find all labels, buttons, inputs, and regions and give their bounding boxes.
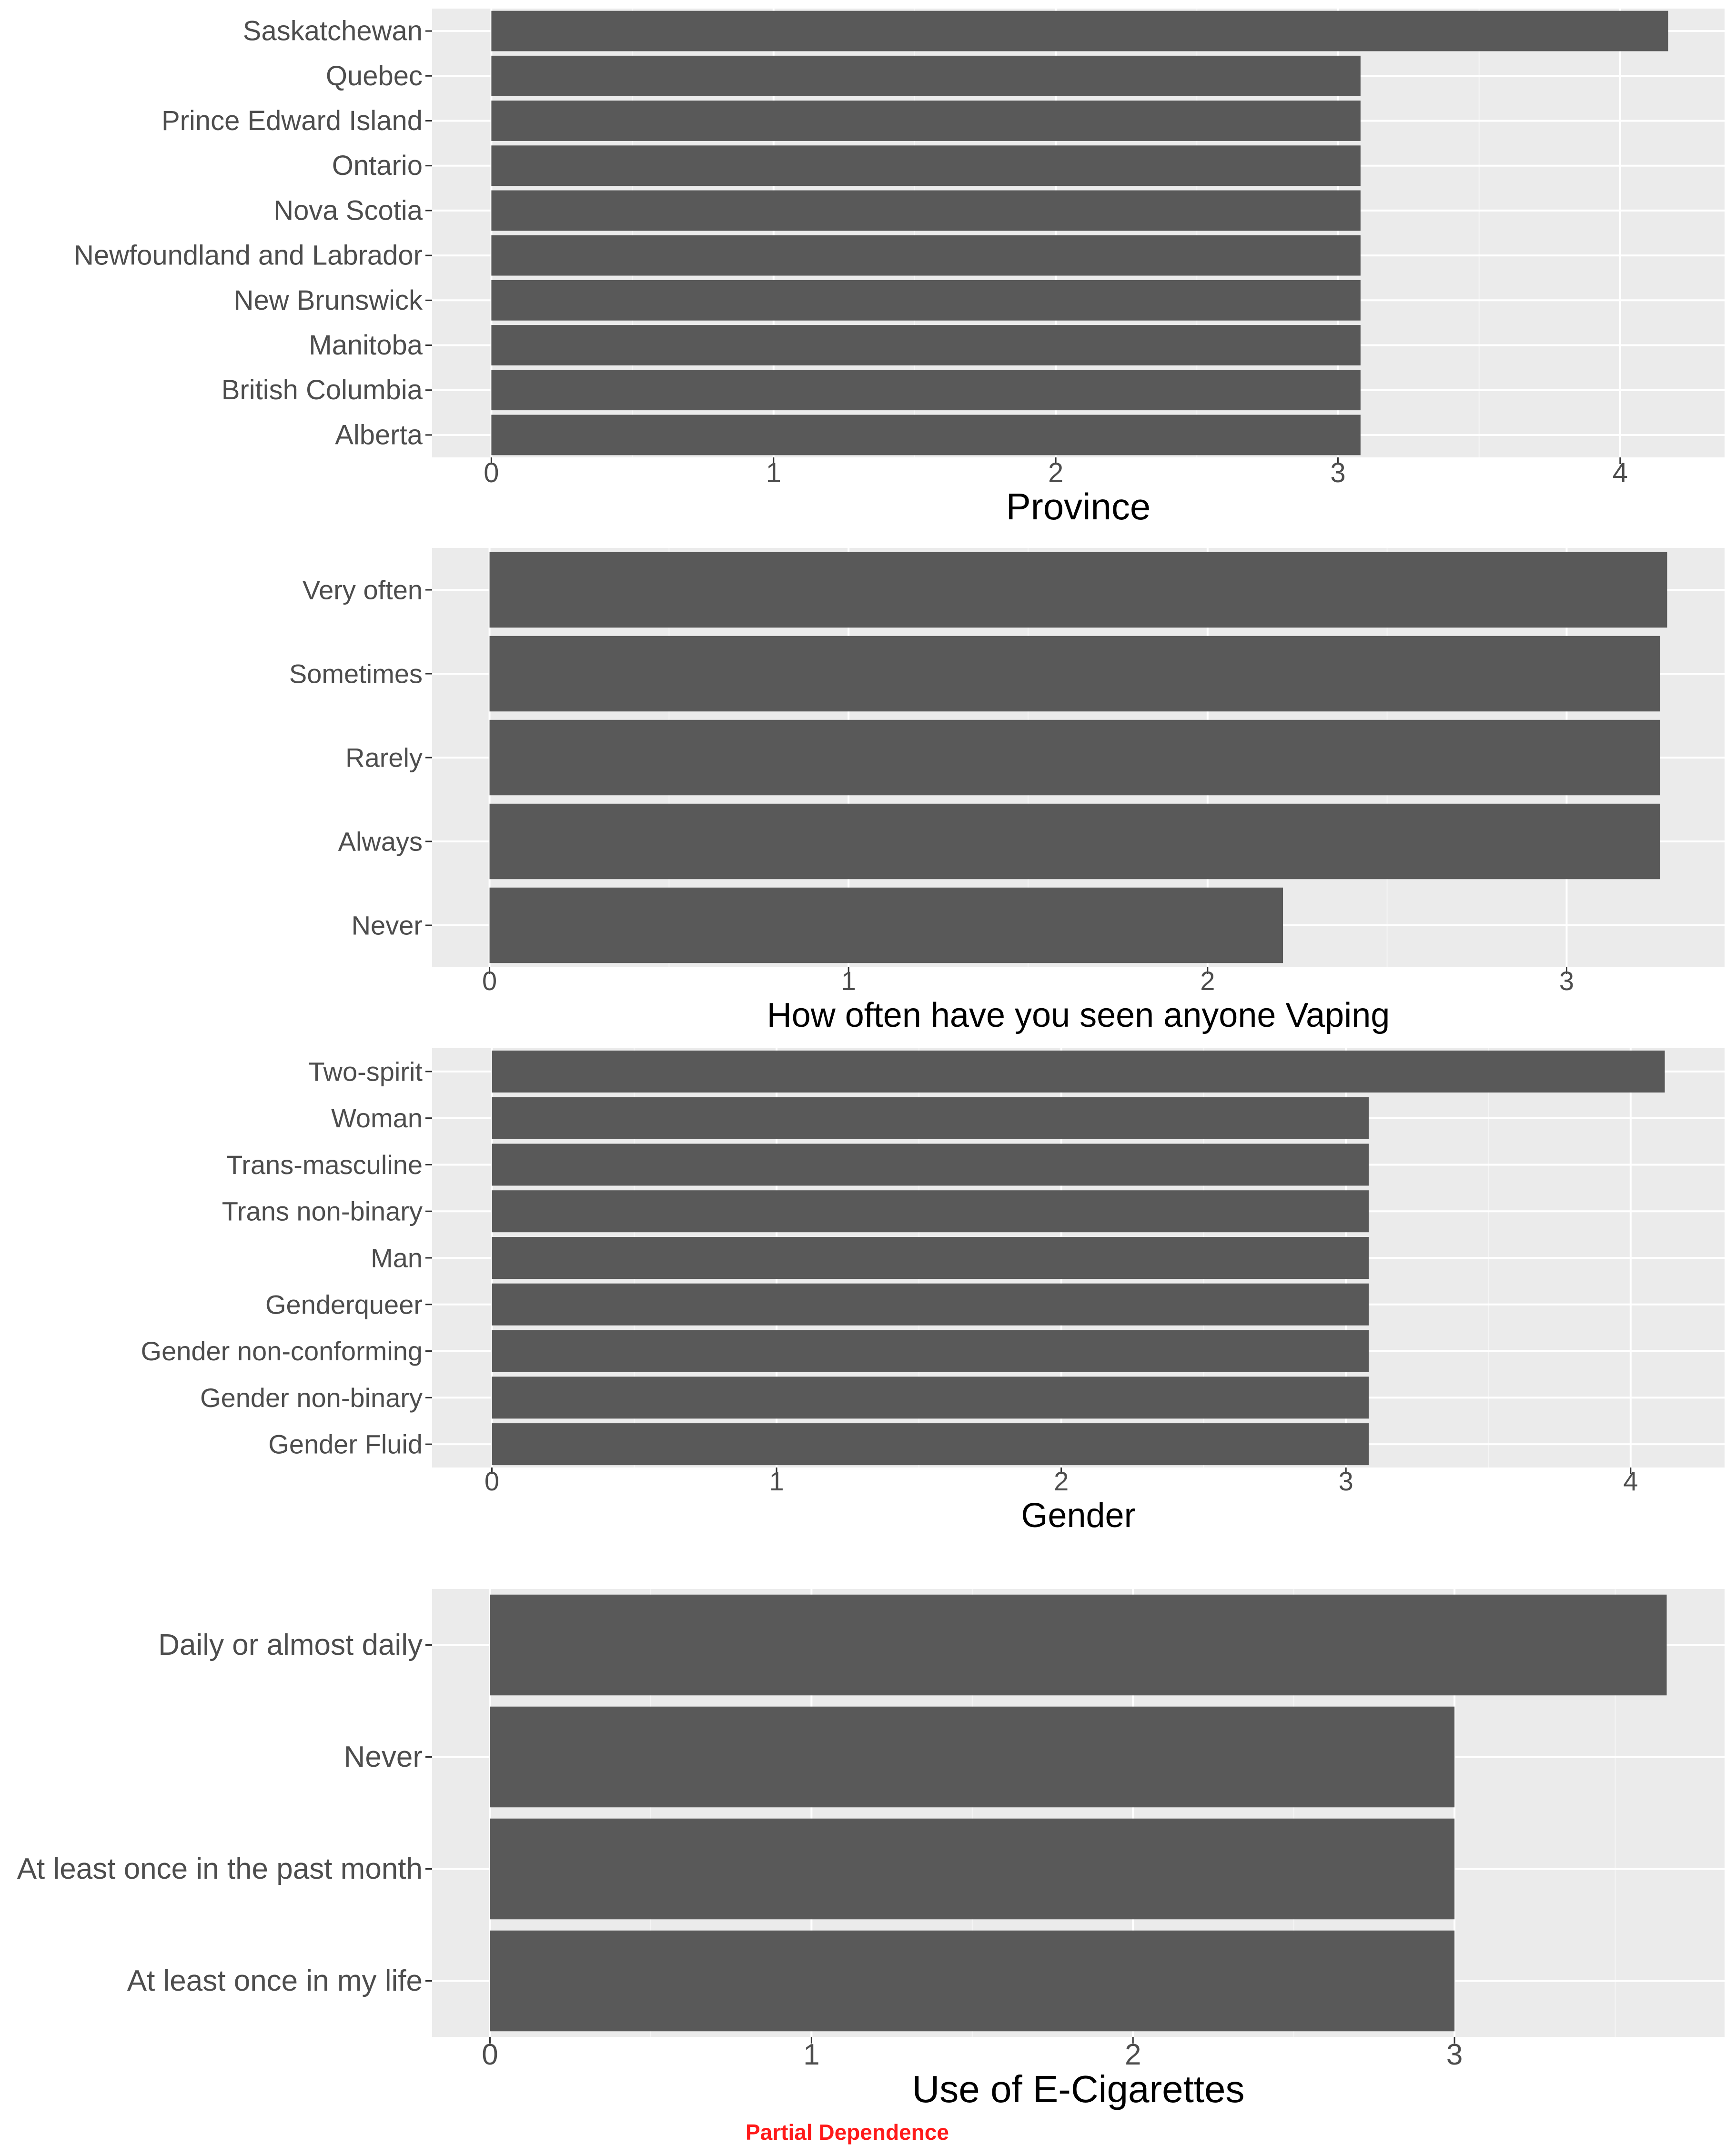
x-tick-label: 2: [1125, 2038, 1141, 2071]
bar: [491, 145, 1361, 186]
bar: [490, 1818, 1455, 1920]
category-label: Man: [371, 1243, 423, 1273]
bar: [492, 1144, 1369, 1186]
category-label: Gender non-binary: [200, 1383, 423, 1413]
panel-province: Saskatchewan Quebec Prince Edward Island On…: [74, 9, 1725, 527]
bar: [491, 190, 1361, 231]
category-label: Saskatchewan: [243, 16, 423, 47]
x-tick-label: 2: [1048, 457, 1063, 488]
category-label: At least once in my life: [127, 1964, 423, 1997]
x-tick-label: 4: [1613, 457, 1628, 488]
category-label: Rarely: [345, 743, 423, 773]
x-tick-label: 3: [1559, 966, 1574, 996]
bar: [489, 636, 1660, 712]
bar: [490, 1594, 1667, 1696]
bar: [491, 101, 1361, 141]
bar: [492, 1050, 1665, 1093]
category-label: Gender non-conforming: [141, 1336, 423, 1366]
bar: [491, 235, 1361, 276]
x-tick-label: 2: [1054, 1466, 1069, 1496]
category-label: British Columbia: [222, 375, 423, 405]
bar: [492, 1237, 1369, 1279]
category-label: New Brunswick: [234, 285, 423, 316]
x-axis-title: Province: [1006, 486, 1151, 527]
category-label: Alberta: [335, 419, 423, 450]
x-tick-label: 0: [484, 1466, 499, 1496]
x-tick-label: 3: [1339, 1466, 1353, 1496]
bar: [491, 280, 1361, 321]
bar: [489, 719, 1660, 796]
category-label: Manitoba: [309, 330, 423, 361]
panel-gender: Two-spirit Woman Trans-masculine Trans non-…: [141, 1048, 1725, 1535]
x-tick-label: 3: [1446, 2038, 1463, 2071]
bar: [492, 1097, 1369, 1139]
category-label: At least once in the past month: [17, 1852, 423, 1885]
category-label: Very often: [303, 575, 423, 605]
category-label: Trans-masculine: [226, 1150, 423, 1180]
panel-seen-vaping: Very often Sometimes Rarely Always Never 0 1 2 3…: [289, 548, 1725, 1034]
category-label: Nova Scotia: [273, 195, 423, 226]
x-tick-label: 1: [766, 457, 781, 488]
category-label: Trans non-binary: [222, 1196, 423, 1226]
bar: [489, 803, 1660, 880]
category-label: Woman: [331, 1103, 423, 1133]
x-tick-label: 1: [769, 1466, 784, 1496]
category-label: Genderqueer: [265, 1289, 423, 1319]
x-tick-label: 2: [1200, 966, 1215, 996]
x-tick-label: 0: [482, 2038, 498, 2071]
bar: [490, 1706, 1455, 1808]
category-label: Quebec: [326, 61, 423, 91]
bar: [492, 1377, 1369, 1419]
x-axis-title: How often have you seen anyone Vaping: [767, 996, 1390, 1034]
x-axis-title: Use of E-Cigarettes: [912, 2068, 1244, 2110]
footer-label: Partial Dependence: [746, 2120, 949, 2145]
category-label: Never: [344, 1741, 423, 1773]
bar: [490, 1930, 1455, 2032]
category-label: Daily or almost daily: [158, 1629, 423, 1661]
x-axis-title: Gender: [1021, 1497, 1135, 1535]
category-label: Always: [338, 827, 423, 857]
bar: [492, 1330, 1369, 1372]
category-label: Never: [352, 911, 423, 941]
bar: [491, 325, 1361, 365]
bar: [489, 887, 1283, 963]
bar: [489, 552, 1667, 628]
bar: [492, 1190, 1369, 1233]
category-label: Gender Fluid: [268, 1429, 423, 1459]
x-tick-label: 3: [1330, 457, 1345, 488]
panel-e-cigarettes: Daily or almost daily Never At least once …: [17, 1589, 1725, 2110]
category-label: Ontario: [332, 150, 423, 181]
bar: [491, 10, 1668, 51]
x-tick-label: 1: [803, 2038, 819, 2071]
category-label: Prince Edward Island: [161, 105, 423, 136]
x-tick-label: 4: [1623, 1466, 1638, 1496]
bar: [491, 55, 1361, 96]
x-tick-label: 0: [482, 966, 497, 996]
x-tick-label: 0: [484, 457, 499, 488]
bar: [492, 1283, 1369, 1326]
category-label: Two-spirit: [308, 1056, 423, 1086]
bar: [491, 370, 1361, 411]
bar: [491, 415, 1361, 455]
category-label: Sometimes: [289, 659, 423, 689]
bar: [492, 1423, 1369, 1466]
x-tick-label: 1: [841, 966, 856, 996]
category-label: Newfoundland and Labrador: [74, 240, 423, 271]
